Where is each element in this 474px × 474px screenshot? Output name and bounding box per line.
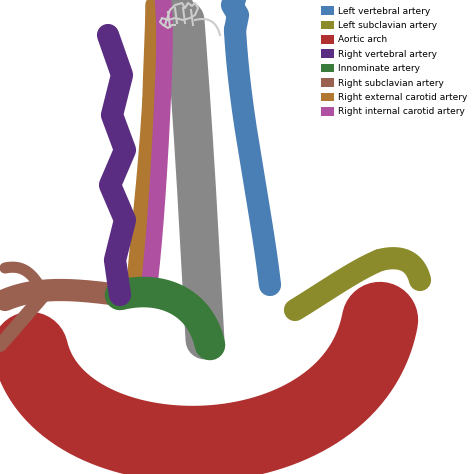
Legend: Left vertebral artery, Left subclavian artery, Aortic arch, Right vertebral arte: Left vertebral artery, Left subclavian a…: [319, 5, 469, 118]
